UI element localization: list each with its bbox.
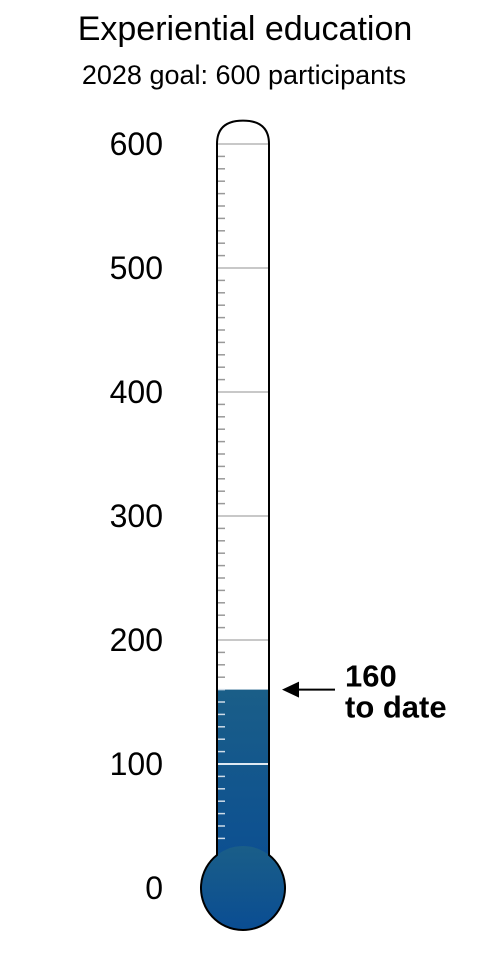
tick-label-0: 0 (145, 870, 163, 906)
chart-title: Experiential education (78, 10, 413, 48)
tick-label-300: 300 (110, 498, 163, 534)
thermometer-bulb (201, 846, 285, 930)
callout-value: 160 (345, 659, 397, 694)
tick-label-600: 600 (110, 126, 163, 162)
callout-arrow-head (282, 681, 299, 698)
thermometer-outline (200, 119, 286, 931)
tick-label-100: 100 (110, 746, 163, 782)
chart-subtitle: 2028 goal: 600 participants (82, 60, 406, 90)
tick-label-400: 400 (110, 374, 163, 410)
minor-ticks (217, 155, 225, 840)
tick-label-200: 200 (110, 622, 163, 658)
y-axis-tick-labels: 0 100 200 300 400 500 600 (110, 126, 163, 906)
tick-label-500: 500 (110, 250, 163, 286)
callout-label: to date (345, 690, 447, 725)
gridlines (217, 143, 269, 765)
